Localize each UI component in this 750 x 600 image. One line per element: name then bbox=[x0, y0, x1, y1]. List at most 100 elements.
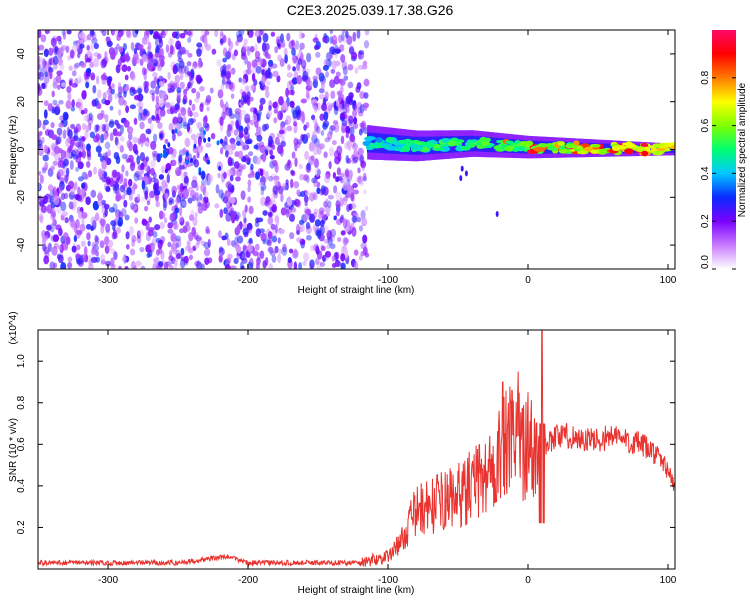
noise-dot bbox=[48, 58, 53, 65]
noise-dot bbox=[149, 160, 156, 168]
noise-dot bbox=[329, 79, 336, 89]
noise-dot bbox=[65, 45, 70, 53]
noise-dot bbox=[291, 41, 296, 52]
noise-dot bbox=[159, 133, 163, 139]
noise-dot bbox=[293, 261, 298, 269]
noise-dot bbox=[135, 56, 140, 64]
noise-dot bbox=[326, 229, 333, 240]
noise-dot bbox=[337, 152, 342, 162]
noise-dot bbox=[200, 197, 204, 204]
signal-peak bbox=[624, 148, 634, 155]
noise-dot bbox=[327, 200, 332, 209]
noise-dot bbox=[144, 190, 148, 200]
noise-dot bbox=[174, 167, 182, 177]
noise-dot bbox=[123, 199, 128, 208]
noise-dot bbox=[335, 211, 340, 217]
noise-dot bbox=[253, 107, 258, 114]
noise-dot bbox=[280, 207, 287, 216]
noise-dot bbox=[115, 64, 121, 74]
noise-dot bbox=[101, 78, 107, 85]
noise-dot bbox=[79, 188, 85, 196]
noise-dot bbox=[114, 93, 118, 100]
noise-dot bbox=[167, 222, 174, 229]
noise-dot bbox=[306, 162, 311, 171]
noise-dot bbox=[249, 172, 256, 178]
noise-dot bbox=[186, 138, 191, 145]
noise-dot bbox=[189, 190, 197, 199]
noise-dot bbox=[248, 237, 253, 244]
noise-dot bbox=[171, 185, 178, 195]
noise-dot bbox=[268, 263, 273, 269]
noise-dot bbox=[184, 245, 192, 252]
noise-dot bbox=[89, 30, 95, 36]
noise-dot bbox=[357, 176, 362, 183]
noise-dot bbox=[258, 228, 265, 234]
noise-dot bbox=[167, 142, 171, 148]
noise-dot bbox=[110, 88, 115, 95]
noise-dot bbox=[110, 30, 116, 36]
noise-dot bbox=[168, 37, 174, 46]
noise-dot bbox=[219, 65, 226, 74]
noise-dot bbox=[62, 111, 69, 121]
noise-dot bbox=[106, 40, 113, 48]
noise-dot bbox=[44, 71, 48, 78]
noise-dot bbox=[179, 81, 185, 90]
noise-dot bbox=[107, 93, 113, 103]
noise-dot bbox=[62, 30, 67, 40]
noise-dot bbox=[267, 216, 274, 225]
noise-dot bbox=[128, 178, 133, 187]
noise-dot bbox=[245, 156, 252, 162]
noise-dot bbox=[145, 156, 150, 162]
noise-dot bbox=[241, 78, 247, 86]
noise-dot bbox=[66, 262, 73, 269]
noise-dot bbox=[129, 70, 135, 80]
noise-dot bbox=[340, 230, 346, 236]
x-tick-label: -300 bbox=[98, 275, 118, 286]
noise-dot bbox=[85, 68, 92, 74]
noise-dot bbox=[196, 77, 203, 83]
noise-dot bbox=[179, 216, 185, 226]
noise-dot bbox=[83, 246, 88, 256]
noise-dot bbox=[223, 171, 227, 179]
noise-dot bbox=[181, 174, 185, 182]
noise-dot bbox=[198, 170, 202, 176]
noise-dot bbox=[305, 234, 312, 241]
noise-dot bbox=[336, 236, 342, 243]
noise-dot bbox=[65, 137, 70, 148]
noise-dot bbox=[73, 135, 79, 142]
spectrogram-x-label: Height of straight line (km) bbox=[298, 285, 415, 296]
noise-dot bbox=[81, 212, 88, 219]
noise-dot bbox=[225, 149, 229, 158]
noise-dot bbox=[310, 155, 315, 162]
noise-dot bbox=[187, 106, 192, 117]
noise-dot bbox=[60, 44, 67, 51]
noise-dot bbox=[284, 163, 291, 171]
noise-dot bbox=[110, 220, 117, 227]
noise-dot bbox=[226, 64, 232, 70]
noise-dot bbox=[138, 229, 144, 237]
noise-dot bbox=[190, 157, 193, 163]
noise-dot bbox=[225, 101, 229, 112]
noise-dot bbox=[38, 71, 44, 81]
noise-dot bbox=[129, 248, 136, 256]
noise-dot bbox=[240, 95, 245, 106]
noise-dot bbox=[144, 140, 150, 147]
snr-y-ticks: 0.2 0.4 0.6 0.8 1.0 bbox=[16, 354, 675, 534]
noise-dot bbox=[175, 235, 181, 242]
noise-dot bbox=[293, 181, 300, 189]
noise-dot bbox=[196, 240, 200, 246]
noise-dot bbox=[335, 176, 340, 183]
noise-dot bbox=[188, 231, 194, 242]
noise-dot bbox=[81, 90, 87, 100]
noise-dot bbox=[255, 217, 260, 224]
noise-dot bbox=[74, 62, 81, 68]
noise-dot bbox=[188, 76, 194, 87]
noise-dot bbox=[43, 144, 48, 154]
noise-dot bbox=[203, 137, 207, 143]
noise-dot bbox=[299, 42, 305, 50]
noise-dot bbox=[297, 58, 303, 66]
noise-dot bbox=[286, 205, 293, 215]
noise-dot bbox=[325, 211, 330, 217]
noise-dot bbox=[235, 176, 241, 182]
noise-dot bbox=[290, 169, 295, 175]
